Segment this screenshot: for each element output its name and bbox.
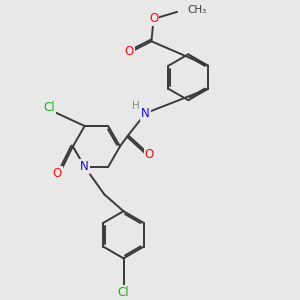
- Text: O: O: [145, 148, 154, 161]
- Text: Cl: Cl: [43, 101, 55, 114]
- Text: O: O: [52, 167, 62, 180]
- Text: Cl: Cl: [118, 286, 129, 299]
- Text: N: N: [80, 160, 89, 173]
- Text: H: H: [132, 101, 140, 111]
- Text: O: O: [149, 12, 158, 26]
- Text: CH₃: CH₃: [188, 5, 207, 15]
- Text: N: N: [141, 107, 150, 120]
- Text: O: O: [125, 45, 134, 58]
